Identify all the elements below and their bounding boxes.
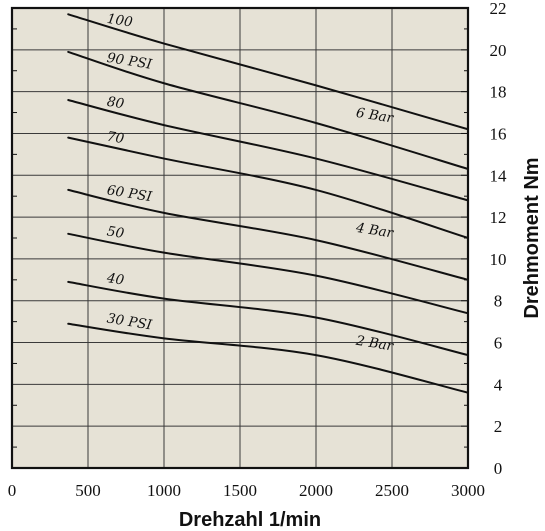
x-tick-label: 1000: [147, 481, 181, 500]
x-axis-title: Drehzahl 1/min: [179, 509, 321, 531]
y-tick-label: 8: [494, 292, 503, 311]
y-tick-label: 18: [490, 83, 507, 102]
curve-label: 60 PSI: [106, 182, 154, 205]
curve-label: 40: [105, 270, 126, 289]
x-tick-label: 0: [8, 481, 17, 500]
bar-annotation: 6 Bar: [355, 105, 396, 127]
y-tick-label: 4: [494, 375, 503, 394]
x-tick-label: 500: [75, 481, 101, 500]
x-tick-label: 3000: [451, 481, 485, 500]
series-line: [67, 136, 469, 239]
y-axis-title: Drehmoment Nm: [521, 157, 543, 318]
curve-label: 50: [106, 223, 126, 242]
y-tick-label: 14: [490, 166, 508, 185]
bar-annotations: 6 Bar 4 Bar 2 Bar: [354, 105, 396, 355]
series-line: [67, 50, 469, 170]
y-tick-label: 6: [494, 334, 503, 353]
curve-labels: 100 90 PSI 80 70 60 PSI 50 40 30 PSI: [105, 11, 154, 334]
y-tick-label: 20: [490, 41, 507, 60]
y-tick-label: 2: [494, 417, 503, 436]
x-tick-label: 1500: [223, 481, 257, 500]
curve-label: 80: [106, 94, 126, 113]
y-tick-label: 0: [494, 459, 503, 478]
y-tick-labels: 0 2 4 6 8 10 12 14 16 18 20 22: [490, 0, 508, 478]
y-tick-label: 22: [490, 0, 507, 18]
curve-label: 90 PSI: [106, 50, 154, 73]
bar-annotation: 2 Bar: [354, 333, 396, 355]
y-tick-label: 10: [490, 250, 507, 269]
x-tick-labels: 0 500 1000 1500 2000 2500 3000: [8, 481, 485, 500]
series-line: [67, 232, 469, 315]
y-tick-label: 12: [490, 208, 507, 227]
curve-label: 100: [106, 11, 134, 31]
curve-label: 70: [106, 129, 126, 148]
series-line: [67, 322, 469, 394]
series-line: [67, 13, 469, 131]
series-lines: [67, 13, 469, 394]
bar-annotation: 4 Bar: [354, 220, 396, 242]
x-tick-label: 2000: [299, 481, 333, 500]
curve-label: 30 PSI: [106, 311, 154, 334]
series-line: [67, 280, 469, 357]
series-line: [67, 188, 469, 281]
series-line: [67, 99, 469, 202]
plot-frame: [10, 6, 470, 470]
x-tick-label: 2500: [375, 481, 409, 500]
y-tick-label: 16: [490, 124, 507, 143]
